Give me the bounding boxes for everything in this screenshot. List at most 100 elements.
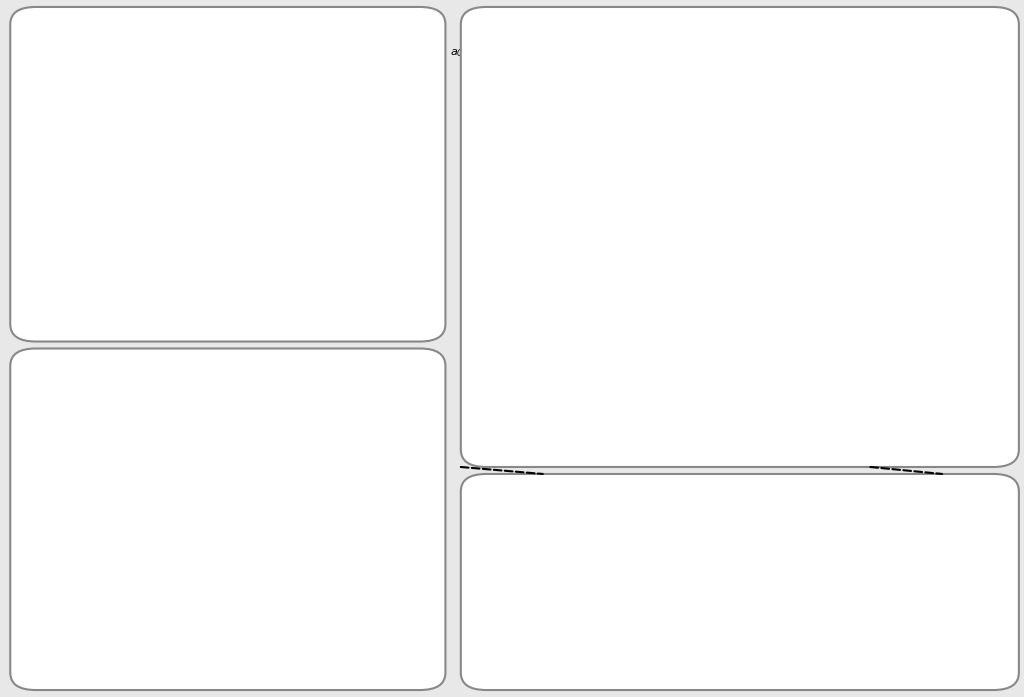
Text: a: a xyxy=(636,386,643,399)
Text: 0.32: 0.32 xyxy=(302,411,321,420)
Text: $a_{C,2}$: $a_{C,2}$ xyxy=(160,33,182,46)
Text: bcc: bcc xyxy=(1009,606,1016,610)
Text: c: c xyxy=(65,517,76,537)
Text: caa: caa xyxy=(1009,612,1016,615)
Text: 0.27: 0.27 xyxy=(302,472,321,481)
Text: aaaaaaaaabbbbbbbbbccccccccc: aaaaaaaaabbbbbbbbbccccccccc xyxy=(570,643,654,648)
Text: bba: bba xyxy=(1009,576,1016,581)
Text: 0.00: 0.00 xyxy=(171,579,189,588)
Text: 0.31: 0.31 xyxy=(215,472,233,481)
Text: 0.33: 0.33 xyxy=(258,380,276,389)
Text: e: e xyxy=(471,484,484,503)
Text: OREO: OREO xyxy=(646,223,677,233)
Text: True pattern: True pattern xyxy=(479,546,489,614)
Text: 0.00: 0.00 xyxy=(302,579,321,588)
Text: cba: cba xyxy=(1009,629,1016,633)
Text: c: c xyxy=(508,386,514,399)
Text: OREO: OREO xyxy=(343,162,374,173)
Text: bcb: bcb xyxy=(1009,600,1016,604)
Text: Predicted pattern: Predicted pattern xyxy=(561,668,664,681)
Text: True pattern: True pattern xyxy=(68,560,77,629)
Text: $a_{C,3}$: $a_{C,3}$ xyxy=(707,48,729,61)
Text: 0.24: 0.24 xyxy=(171,441,189,450)
Text: ccc: ccc xyxy=(1009,659,1016,662)
Text: $a_{C,3}$: $a_{C,3}$ xyxy=(291,33,313,46)
Text: Experiment: Experiment xyxy=(581,488,660,502)
Text: 0.28: 0.28 xyxy=(171,411,189,420)
Polygon shape xyxy=(694,84,764,114)
Text: 1.00: 1.00 xyxy=(258,608,276,617)
Text: 0.24: 0.24 xyxy=(171,472,189,481)
Text: OREO: OREO xyxy=(518,223,549,233)
Ellipse shape xyxy=(629,177,695,278)
Text: acc: acc xyxy=(1009,553,1016,557)
Text: RFC accuracy : 45 %: RFC accuracy : 45 % xyxy=(549,502,692,516)
Text: aac: aac xyxy=(1009,518,1016,522)
Text: f: f xyxy=(748,484,757,503)
Text: aaa: aaa xyxy=(1009,506,1016,510)
Text: 0.19: 0.19 xyxy=(258,472,276,481)
Text: b: b xyxy=(764,354,772,367)
Text: 0.20: 0.20 xyxy=(171,380,189,389)
Text: 0.23: 0.23 xyxy=(215,380,233,389)
Text: 0.00: 0.00 xyxy=(171,608,189,617)
Text: 0.20: 0.20 xyxy=(258,411,276,420)
Text: OREO: OREO xyxy=(213,162,243,173)
Ellipse shape xyxy=(56,128,121,208)
Text: bac: bac xyxy=(1009,571,1016,574)
Text: bca: bca xyxy=(1009,594,1016,598)
Text: Eval': Eval' xyxy=(397,40,428,54)
Text: aaabbbcccaaabbbcccaaabbbccc: aaabbbcccaaabbbcccaaabbbccc xyxy=(836,650,921,655)
Text: aab: aab xyxy=(1009,512,1016,516)
Text: SBS off | 25 %: SBS off | 25 % xyxy=(219,356,328,372)
Text: 0.00: 0.00 xyxy=(258,636,276,645)
Text: cbc: cbc xyxy=(1009,641,1016,645)
Text: $a_{C,2}$: $a_{C,2}$ xyxy=(578,48,600,61)
Text: Predicted pattern: Predicted pattern xyxy=(219,668,328,682)
Ellipse shape xyxy=(757,177,823,278)
Polygon shape xyxy=(565,84,635,114)
Text: 0.00: 0.00 xyxy=(215,608,233,617)
Text: aba: aba xyxy=(1009,524,1016,528)
Bar xyxy=(79,221,98,278)
Bar xyxy=(778,297,803,343)
Text: cab: cab xyxy=(1009,618,1016,622)
Text: abcabcabcabcabcabcabcabcabc: abcabcabcabcabcabcabcabcabc xyxy=(836,657,921,662)
Text: ccb: ccb xyxy=(1009,652,1016,657)
Text: Predicted pattern: Predicted pattern xyxy=(833,668,935,681)
Text: cbb: cbb xyxy=(1009,635,1016,639)
Text: 0.23: 0.23 xyxy=(215,441,233,450)
Text: OREO: OREO xyxy=(74,162,103,173)
Text: cca: cca xyxy=(1009,647,1016,651)
Text: a: a xyxy=(68,286,75,299)
Text: acb: acb xyxy=(1009,547,1016,551)
Bar xyxy=(218,221,238,254)
Ellipse shape xyxy=(326,128,391,208)
Text: True pattern: True pattern xyxy=(68,407,77,475)
Ellipse shape xyxy=(196,128,260,208)
Text: Potential optimization: Potential optimization xyxy=(815,488,968,502)
Text: aaaaaaaaabbbbbbbbbccccccccc: aaaaaaaaabbbbbbbbbccccccccc xyxy=(836,643,921,648)
FancyArrow shape xyxy=(927,35,955,99)
Text: 0.23: 0.23 xyxy=(302,441,321,450)
Text: 0.00: 0.00 xyxy=(302,608,321,617)
Text: bbc: bbc xyxy=(1009,588,1016,592)
Text: $a_{C,4}$: $a_{C,4}$ xyxy=(835,48,857,61)
Polygon shape xyxy=(437,84,507,114)
Text: a: a xyxy=(19,17,32,36)
Text: RFC accuracy : 92 %: RFC accuracy : 92 % xyxy=(820,502,964,516)
Text: 1.00: 1.00 xyxy=(215,579,233,588)
Text: 0.97: 0.97 xyxy=(171,550,189,559)
Text: baa: baa xyxy=(1009,559,1016,563)
Text: 0.24: 0.24 xyxy=(302,380,321,389)
Text: $a_{C,1}$: $a_{C,1}$ xyxy=(20,33,43,46)
Text: bbb: bbb xyxy=(1009,583,1016,586)
Text: aaabbbcccaaabbbcccaaabbbccc: aaabbbcccaaabbbcccaaabbbccc xyxy=(570,650,654,655)
Polygon shape xyxy=(13,63,68,85)
Text: OREO: OREO xyxy=(903,223,934,233)
Ellipse shape xyxy=(885,177,952,278)
Polygon shape xyxy=(284,63,338,85)
Text: b: b xyxy=(65,353,78,372)
Text: 0.00: 0.00 xyxy=(215,636,233,645)
Text: b: b xyxy=(207,263,214,276)
